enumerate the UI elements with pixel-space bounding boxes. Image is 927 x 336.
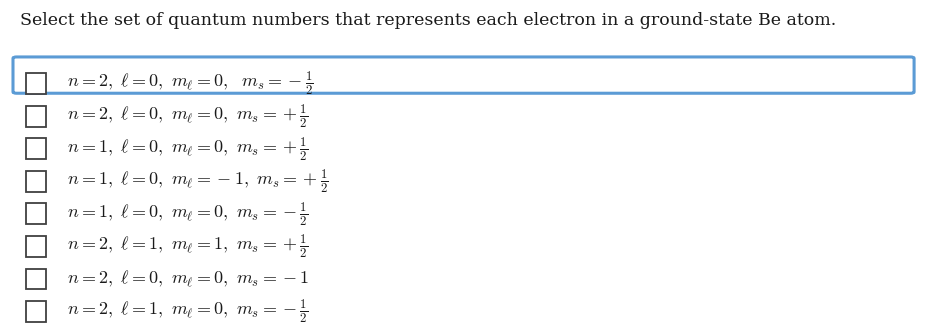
Text: Select the set of quantum numbers that represents each electron in a ground-stat: Select the set of quantum numbers that r… <box>20 12 836 29</box>
Bar <box>26 138 46 159</box>
Text: $n = 2,\ \ell = 0,\ m_\ell = 0,\ \ m_s = -\frac{1}{2}$: $n = 2,\ \ell = 0,\ m_\ell = 0,\ \ m_s =… <box>67 70 313 97</box>
Bar <box>26 269 46 290</box>
Bar <box>26 236 46 257</box>
Bar <box>26 301 46 322</box>
Bar <box>26 73 46 94</box>
Text: $n = 1,\ \ell = 0,\ m_\ell = 0,\ m_s = +\frac{1}{2}$: $n = 1,\ \ell = 0,\ m_\ell = 0,\ m_s = +… <box>67 135 308 163</box>
Text: $n = 2,\ \ell = 0,\ m_\ell = 0,\ m_s = -1$: $n = 2,\ \ell = 0,\ m_\ell = 0,\ m_s = -… <box>67 269 309 289</box>
Text: $n = 1,\ \ell = 0,\ m_\ell = -1,\ m_s = +\frac{1}{2}$: $n = 1,\ \ell = 0,\ m_\ell = -1,\ m_s = … <box>67 167 328 195</box>
Bar <box>26 106 46 127</box>
FancyBboxPatch shape <box>13 57 913 93</box>
Text: $n = 2,\ \ell = 1,\ m_\ell = 1,\ m_s = +\frac{1}{2}$: $n = 2,\ \ell = 1,\ m_\ell = 1,\ m_s = +… <box>67 233 308 260</box>
Bar <box>26 204 46 224</box>
Text: $n = 2,\ \ell = 1,\ m_\ell = 0,\ m_s = -\frac{1}{2}$: $n = 2,\ \ell = 1,\ m_\ell = 0,\ m_s = -… <box>67 298 308 326</box>
Text: $n = 2,\ \ell = 0,\ m_\ell = 0,\ m_s = +\frac{1}{2}$: $n = 2,\ \ell = 0,\ m_\ell = 0,\ m_s = +… <box>67 102 308 130</box>
Bar <box>26 171 46 192</box>
Text: $n = 1,\ \ell = 0,\ m_\ell = 0,\ m_s = -\frac{1}{2}$: $n = 1,\ \ell = 0,\ m_\ell = 0,\ m_s = -… <box>67 200 308 228</box>
